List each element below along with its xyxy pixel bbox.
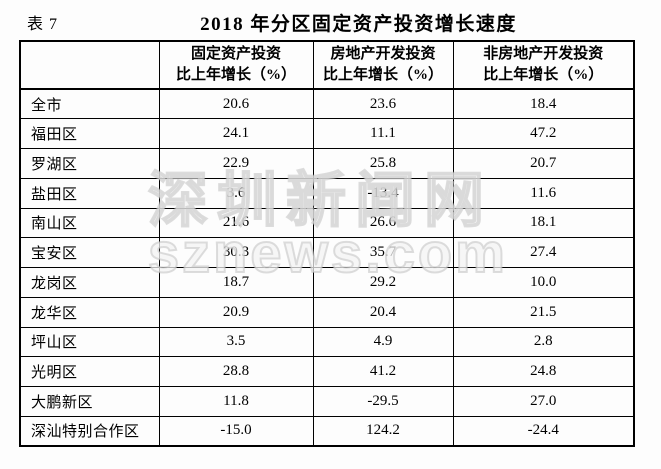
district-cell: 宝安区	[19, 237, 160, 268]
header-line: 比上年增长（%）	[322, 67, 443, 83]
table-row: 龙岗区 18.7 29.2 10.0	[19, 267, 635, 298]
table-row: 宝安区 30.3 35.7 27.4	[19, 237, 635, 268]
value-cell: 41.2	[312, 356, 454, 387]
table-header-row: 固定资产投资 比上年增长（%） 房地产开发投资 比上年增长（%） 非房地产开发投…	[19, 40, 635, 90]
value-cell: 27.0	[452, 386, 635, 417]
value-cell: -13.4	[312, 177, 454, 209]
value-cell: 35.7	[312, 237, 454, 268]
value-cell: 28.8	[158, 356, 314, 387]
value-cell: 18.4	[452, 88, 635, 120]
value-cell: -24.4	[452, 415, 635, 447]
value-cell: 18.1	[452, 207, 635, 239]
value-cell: -29.5	[312, 386, 454, 417]
district-cell: 福田区	[19, 118, 160, 149]
value-cell: 47.2	[452, 118, 635, 149]
district-cell: 龙华区	[19, 296, 160, 328]
table-row: 光明区 28.8 41.2 24.8	[19, 356, 635, 387]
value-cell: 20.7	[452, 148, 635, 179]
table-row: 福田区 24.1 11.1 47.2	[19, 118, 635, 149]
header-line: 固定资产投资	[190, 46, 281, 62]
investment-growth-table: 固定资产投资 比上年增长（%） 房地产开发投资 比上年增长（%） 非房地产开发投…	[19, 40, 635, 447]
column-header-fixed-investment: 固定资产投资 比上年增长（%）	[158, 40, 314, 90]
district-cell: 罗湖区	[19, 148, 160, 179]
value-cell: 21.5	[452, 296, 635, 328]
header-line: 房地产开发投资	[330, 46, 436, 62]
column-header-real-estate-investment: 房地产开发投资 比上年增长（%）	[312, 40, 454, 90]
table-row: 深汕特别合作区 -15.0 124.2 -24.4	[19, 415, 635, 447]
page-title: 2018 年分区固定资产投资增长速度	[200, 14, 517, 35]
value-cell: 11.1	[312, 118, 454, 149]
table-number-label: 表 7	[27, 16, 59, 33]
header-line: 非房地产开发投资	[483, 46, 604, 62]
district-cell: 光明区	[19, 356, 160, 387]
value-cell: 23.6	[312, 88, 454, 120]
table-row: 坪山区 3.5 4.9 2.8	[19, 326, 635, 358]
value-cell: 2.8	[452, 326, 635, 358]
value-cell: 20.9	[158, 296, 314, 328]
value-cell: 20.6	[158, 88, 314, 120]
corner-blank-cell	[19, 40, 160, 90]
value-cell: 20.4	[312, 296, 454, 328]
page-header: 表 7 2018 年分区固定资产投资增长速度	[0, 0, 661, 40]
table-row: 罗湖区 22.9 25.8 20.7	[19, 148, 635, 179]
value-cell: -15.0	[158, 415, 314, 447]
district-cell: 坪山区	[19, 326, 160, 358]
value-cell: 10.0	[452, 267, 635, 298]
table-row: 盐田区 3.6 -13.4 11.6	[19, 177, 635, 209]
value-cell: 11.8	[158, 386, 314, 417]
value-cell: 3.6	[158, 177, 314, 209]
header-line: 比上年增长（%）	[175, 67, 296, 83]
table-row: 大鹏新区 11.8 -29.5 27.0	[19, 386, 635, 417]
value-cell: 124.2	[312, 415, 454, 447]
value-cell: 3.5	[158, 326, 314, 358]
value-cell: 26.6	[312, 207, 454, 239]
value-cell: 4.9	[312, 326, 454, 358]
value-cell: 24.1	[158, 118, 314, 149]
table-row: 龙华区 20.9 20.4 21.5	[19, 296, 635, 328]
district-cell: 盐田区	[19, 177, 160, 209]
value-cell: 11.6	[452, 177, 635, 209]
value-cell: 18.7	[158, 267, 314, 298]
value-cell: 22.9	[158, 148, 314, 179]
value-cell: 25.8	[312, 148, 454, 179]
table-row: 南山区 21.6 26.6 18.1	[19, 207, 635, 239]
district-cell: 深汕特别合作区	[19, 415, 160, 447]
value-cell: 29.2	[312, 267, 454, 298]
district-cell: 大鹏新区	[19, 386, 160, 417]
value-cell: 27.4	[452, 237, 635, 268]
table-row: 全市 20.6 23.6 18.4	[19, 88, 635, 120]
district-cell: 南山区	[19, 207, 160, 239]
value-cell: 24.8	[452, 356, 635, 387]
header-line: 比上年增长（%）	[483, 67, 604, 83]
value-cell: 30.3	[158, 237, 314, 268]
value-cell: 21.6	[158, 207, 314, 239]
column-header-non-real-estate-investment: 非房地产开发投资 比上年增长（%）	[452, 40, 635, 90]
district-cell: 龙岗区	[19, 267, 160, 298]
district-cell: 全市	[19, 88, 160, 120]
